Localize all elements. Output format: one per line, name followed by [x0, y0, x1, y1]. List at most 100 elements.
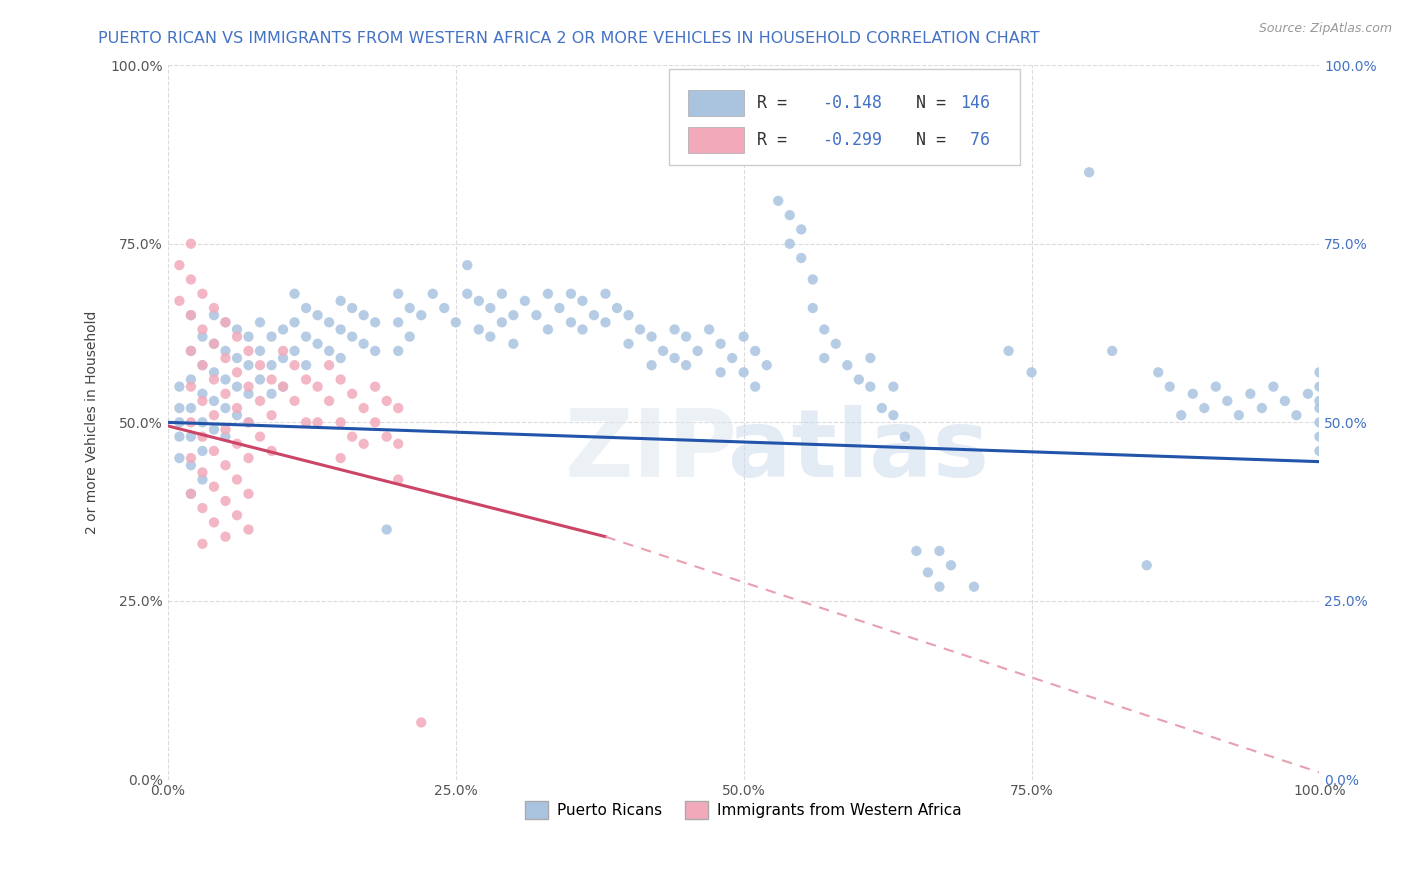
Point: [1250, 401, 1272, 415]
Point: [169, 258, 191, 272]
Point: [226, 401, 249, 415]
Text: Source: ZipAtlas.com: Source: ZipAtlas.com: [1258, 22, 1392, 36]
Point: [329, 322, 352, 336]
Point: [214, 423, 236, 437]
Point: [238, 415, 260, 429]
Point: [238, 523, 260, 537]
Text: -0.148: -0.148: [823, 94, 882, 112]
Point: [928, 580, 950, 594]
Point: [364, 379, 387, 393]
Point: [180, 401, 202, 415]
Point: [202, 444, 225, 458]
Point: [226, 379, 249, 393]
Point: [180, 487, 202, 501]
Text: N =: N =: [896, 131, 956, 149]
Point: [560, 286, 582, 301]
Point: [433, 301, 456, 315]
Point: [202, 336, 225, 351]
Point: [398, 301, 420, 315]
Point: [526, 308, 548, 322]
Point: [1296, 386, 1319, 401]
Point: [917, 566, 939, 580]
Point: [214, 458, 236, 473]
Point: [260, 372, 283, 386]
Point: [571, 322, 593, 336]
Point: [686, 343, 709, 358]
Point: [271, 379, 294, 393]
Point: [226, 408, 249, 422]
Point: [180, 272, 202, 286]
Point: [790, 251, 813, 265]
Point: [249, 343, 271, 358]
Point: [560, 315, 582, 329]
Point: [364, 415, 387, 429]
Point: [214, 401, 236, 415]
Point: [202, 516, 225, 530]
Point: [169, 430, 191, 444]
Point: [1308, 415, 1330, 429]
Point: [238, 358, 260, 372]
Point: [882, 379, 904, 393]
Point: [226, 329, 249, 343]
Point: [1239, 386, 1261, 401]
Point: [260, 329, 283, 343]
Point: [387, 315, 409, 329]
Point: [1194, 401, 1216, 415]
Point: [238, 386, 260, 401]
Point: [387, 437, 409, 451]
Point: [226, 473, 249, 487]
Point: [271, 343, 294, 358]
Point: [284, 315, 307, 329]
Point: [180, 372, 202, 386]
Point: [513, 293, 536, 308]
Point: [214, 351, 236, 365]
Point: [1308, 393, 1330, 408]
Point: [837, 358, 859, 372]
Text: R =: R =: [758, 94, 797, 112]
Point: [928, 544, 950, 558]
Point: [502, 308, 524, 322]
Point: [744, 343, 766, 358]
Point: [340, 329, 363, 343]
Point: [169, 293, 191, 308]
Point: [202, 336, 225, 351]
Point: [502, 336, 524, 351]
Point: [1274, 393, 1296, 408]
Point: [387, 343, 409, 358]
Point: [491, 315, 513, 329]
Point: [202, 393, 225, 408]
Point: [238, 415, 260, 429]
Text: R =: R =: [758, 131, 797, 149]
Point: [882, 408, 904, 422]
Point: [180, 415, 202, 429]
Point: [180, 458, 202, 473]
Point: [721, 351, 744, 365]
Point: [790, 222, 813, 236]
Point: [202, 301, 225, 315]
Point: [848, 372, 870, 386]
Point: [191, 393, 214, 408]
Point: [260, 408, 283, 422]
Point: [260, 358, 283, 372]
FancyBboxPatch shape: [689, 128, 744, 153]
Point: [1078, 165, 1101, 179]
Point: [329, 415, 352, 429]
Point: [779, 208, 801, 222]
Point: [271, 351, 294, 365]
Point: [191, 537, 214, 551]
Point: [387, 286, 409, 301]
Point: [411, 715, 433, 730]
Point: [284, 393, 307, 408]
Point: [801, 301, 824, 315]
Point: [214, 530, 236, 544]
Point: [340, 301, 363, 315]
Point: [226, 351, 249, 365]
Point: [169, 401, 191, 415]
Point: [318, 315, 340, 329]
Text: 146: 146: [960, 94, 990, 112]
Point: [238, 329, 260, 343]
Point: [375, 393, 398, 408]
Point: [422, 286, 444, 301]
Point: [202, 408, 225, 422]
Point: [284, 343, 307, 358]
